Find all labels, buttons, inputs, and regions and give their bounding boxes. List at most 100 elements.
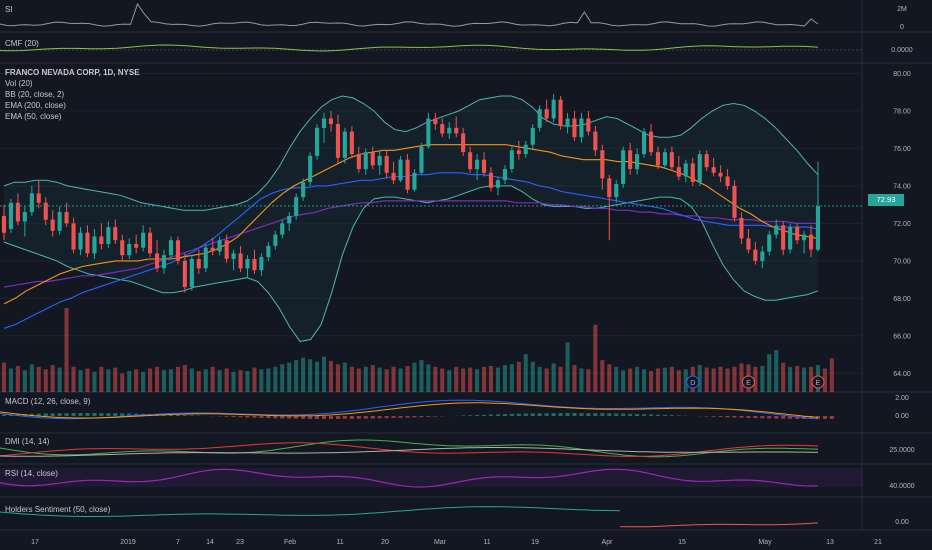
candle-body xyxy=(572,118,577,138)
candle-body xyxy=(266,245,271,258)
volume-bar xyxy=(711,368,716,392)
volume-bar xyxy=(141,371,146,392)
volume-event-marker xyxy=(686,375,700,389)
macd-histogram-bar xyxy=(322,416,327,419)
cmf-line xyxy=(0,44,819,52)
volume-bar xyxy=(15,366,20,392)
volume-bar xyxy=(788,366,793,392)
candle-body xyxy=(767,234,772,252)
candle-body xyxy=(621,150,626,184)
macd-histogram-bar xyxy=(475,415,480,416)
macd-histogram-bar xyxy=(600,413,605,416)
candle-body xyxy=(113,227,118,241)
candle-body xyxy=(426,118,431,147)
volume-bar xyxy=(704,367,709,392)
x-tick-label: 7 xyxy=(176,539,180,546)
candle-body xyxy=(523,144,528,155)
macd-histogram-bar xyxy=(516,413,521,416)
volume-bar xyxy=(683,369,688,392)
dmi-plus-line xyxy=(0,439,819,458)
candle-body xyxy=(433,118,438,125)
macd-histogram-bar xyxy=(301,416,306,419)
macd-histogram-bar xyxy=(168,414,173,416)
volume-bar xyxy=(120,373,125,392)
price-tick-label: 72.00 xyxy=(893,221,911,228)
volume-bar xyxy=(391,366,396,392)
overlay-bb-label: BB (20, close, 2) xyxy=(5,90,65,99)
last-price-tag: 72.93 xyxy=(868,194,904,206)
macd-histogram-bar xyxy=(363,416,368,419)
volume-event-text: E xyxy=(816,380,821,387)
volume-bar xyxy=(36,366,41,392)
macd-histogram-bar xyxy=(572,413,577,416)
macd-histogram-bar xyxy=(461,415,466,416)
volume-bar xyxy=(231,371,236,392)
volume-bar xyxy=(273,366,278,392)
macd-histogram-bar xyxy=(315,416,320,419)
x-tick-label: 20 xyxy=(381,539,389,546)
candle-body xyxy=(85,232,90,254)
macd-histogram-bar xyxy=(530,413,535,416)
macd-histogram-bar xyxy=(391,416,396,418)
volume-event-marker xyxy=(811,375,825,389)
volume-bar xyxy=(551,363,556,392)
bollinger-band-fill xyxy=(4,96,818,342)
candle-body xyxy=(788,227,793,250)
candle-body xyxy=(537,109,542,128)
candle-body xyxy=(294,197,299,216)
candle-body xyxy=(8,202,13,229)
candle-body xyxy=(725,176,730,186)
candle-body xyxy=(328,118,333,125)
volume-bar xyxy=(781,362,786,392)
volume-bar xyxy=(356,368,361,392)
volume-bar xyxy=(586,369,591,392)
volume-bar xyxy=(488,366,493,392)
candle-body xyxy=(238,253,243,269)
candle-body xyxy=(558,99,563,126)
candle-body xyxy=(593,131,598,151)
candle-body xyxy=(412,172,417,190)
price-tick-label: 68.00 xyxy=(893,296,911,303)
volume-bar xyxy=(635,366,640,392)
macd-histogram-bar xyxy=(579,413,584,416)
candle-body xyxy=(544,109,549,119)
rsi-pane-label: RSI (14, close) xyxy=(5,469,58,478)
macd-histogram-bar xyxy=(725,416,730,418)
macd-histogram-bar xyxy=(85,413,90,416)
macd-histogram-bar xyxy=(405,416,410,418)
candle-body xyxy=(168,240,173,256)
volume-bar xyxy=(266,368,271,392)
volume-bar xyxy=(175,366,180,392)
volume-bar xyxy=(363,366,368,392)
volume-bar xyxy=(238,370,243,392)
macd-histogram-bar xyxy=(224,416,229,417)
macd-histogram-bar xyxy=(537,413,542,416)
candle-body xyxy=(308,155,313,183)
macd-histogram-bar xyxy=(621,413,626,416)
volume-bar xyxy=(308,359,313,392)
volume-bar xyxy=(795,366,800,392)
volume-event-text: D xyxy=(690,380,695,387)
volume-bar xyxy=(113,367,118,392)
volume-bar xyxy=(245,371,250,392)
price-tick-label: 80.00 xyxy=(893,71,911,78)
volume-bar xyxy=(725,368,730,392)
macd-histogram-bar xyxy=(43,413,48,416)
macd-histogram-bar xyxy=(760,416,765,419)
candle-body xyxy=(259,257,264,271)
macd-histogram-bar xyxy=(113,413,118,416)
macd-histogram-bar xyxy=(245,416,250,418)
candle-body xyxy=(231,253,236,259)
volume-bar xyxy=(203,369,208,392)
macd-histogram-bar xyxy=(551,413,556,416)
macd-tick-label: 2.00 xyxy=(895,395,909,402)
macd-histogram-bar xyxy=(419,416,424,418)
volume-bar xyxy=(134,369,139,392)
volume-bar xyxy=(502,365,507,392)
volume-bar xyxy=(760,366,765,392)
macd-histogram-bar xyxy=(308,416,313,419)
candle-body xyxy=(127,244,132,256)
macd-histogram-bar xyxy=(488,414,493,416)
candle-body xyxy=(809,234,814,250)
